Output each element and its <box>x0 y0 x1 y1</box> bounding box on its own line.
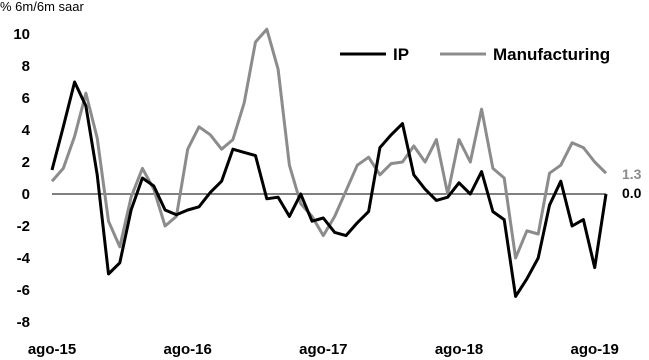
y-tick-label: 6 <box>22 90 30 107</box>
y-tick-label: 0 <box>22 186 30 203</box>
legend-label-ip: IP <box>393 45 409 64</box>
series-line-ip <box>50 80 608 298</box>
x-tick-label: ago-15 <box>28 341 76 358</box>
legend: IP Manufacturing <box>340 45 610 64</box>
y-axis-ticks: 10 8 6 4 2 0 -2 -4 -6 -8 <box>13 26 30 331</box>
y-tick-label: 8 <box>22 58 30 75</box>
y-tick-label: 4 <box>22 122 31 139</box>
end-label-manufacturing: 1.3 <box>622 166 642 182</box>
legend-label-manufacturing: Manufacturing <box>493 45 610 64</box>
series-layer <box>50 27 608 298</box>
x-tick-label: ago-16 <box>163 341 211 358</box>
y-tick-label: 10 <box>13 26 30 43</box>
y-tick-label: -6 <box>17 282 30 299</box>
x-tick-label: ago-17 <box>299 341 347 358</box>
x-tick-label: ago-18 <box>435 341 483 358</box>
y-tick-label: -8 <box>17 314 30 331</box>
y-tick-label: 2 <box>22 154 30 171</box>
y-tick-label: -2 <box>17 218 30 235</box>
y-axis-label: % 6m/6m saar <box>0 0 84 14</box>
x-axis-ticks: ago-15 ago-16 ago-17 ago-18 ago-19 <box>28 341 619 358</box>
x-tick-label: ago-19 <box>571 341 619 358</box>
end-label-ip: 0.0 <box>622 185 642 201</box>
y-tick-label: -4 <box>17 250 31 267</box>
